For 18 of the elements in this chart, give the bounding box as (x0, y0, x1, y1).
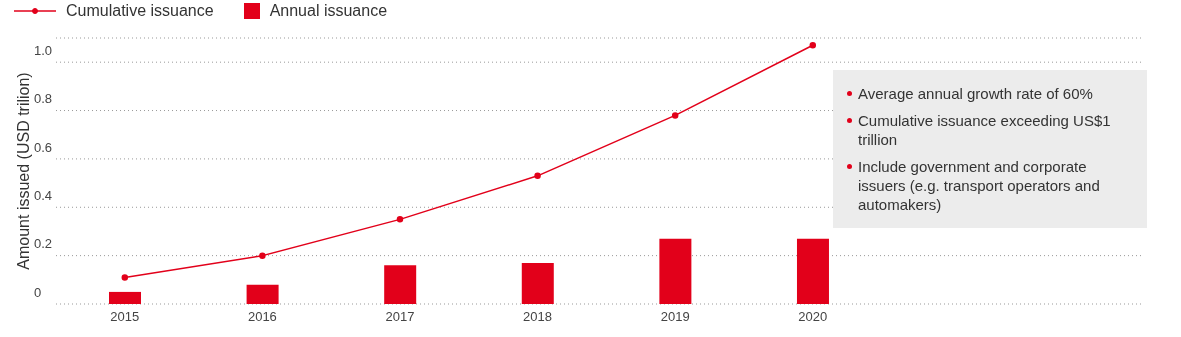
annotation: Include government and corporate issuers (e.g. transport operators and automakers) (858, 157, 1101, 214)
x-tick-label: 2015 (110, 309, 140, 325)
x-tick-label: 2018 (523, 309, 553, 325)
y-tick-label: 1.0 (34, 42, 53, 58)
y-tick-label: 0.8 (34, 91, 53, 107)
legend-label: Annual issuance (269, 2, 388, 20)
x-tick-label: 2017 (385, 309, 415, 325)
x-tick-label: 2019 (660, 309, 690, 325)
annotation: Average annual growth rate of 60% (858, 84, 1093, 103)
y-tick-label: 0.6 (34, 139, 53, 155)
y-tick-label: 0.2 (34, 236, 53, 252)
y-tick-label: 0 (34, 284, 42, 300)
y-axis-title: Amount issued (USD trilion) (14, 72, 32, 270)
annotation: Cumulative issuance exceeding US$1 trillion (858, 111, 1112, 149)
x-tick-label: 2020 (798, 309, 828, 325)
y-tick-label: 0.4 (34, 187, 53, 203)
legend-label: Cumulative issuance (66, 2, 214, 20)
x-tick-label: 2016 (247, 309, 277, 325)
